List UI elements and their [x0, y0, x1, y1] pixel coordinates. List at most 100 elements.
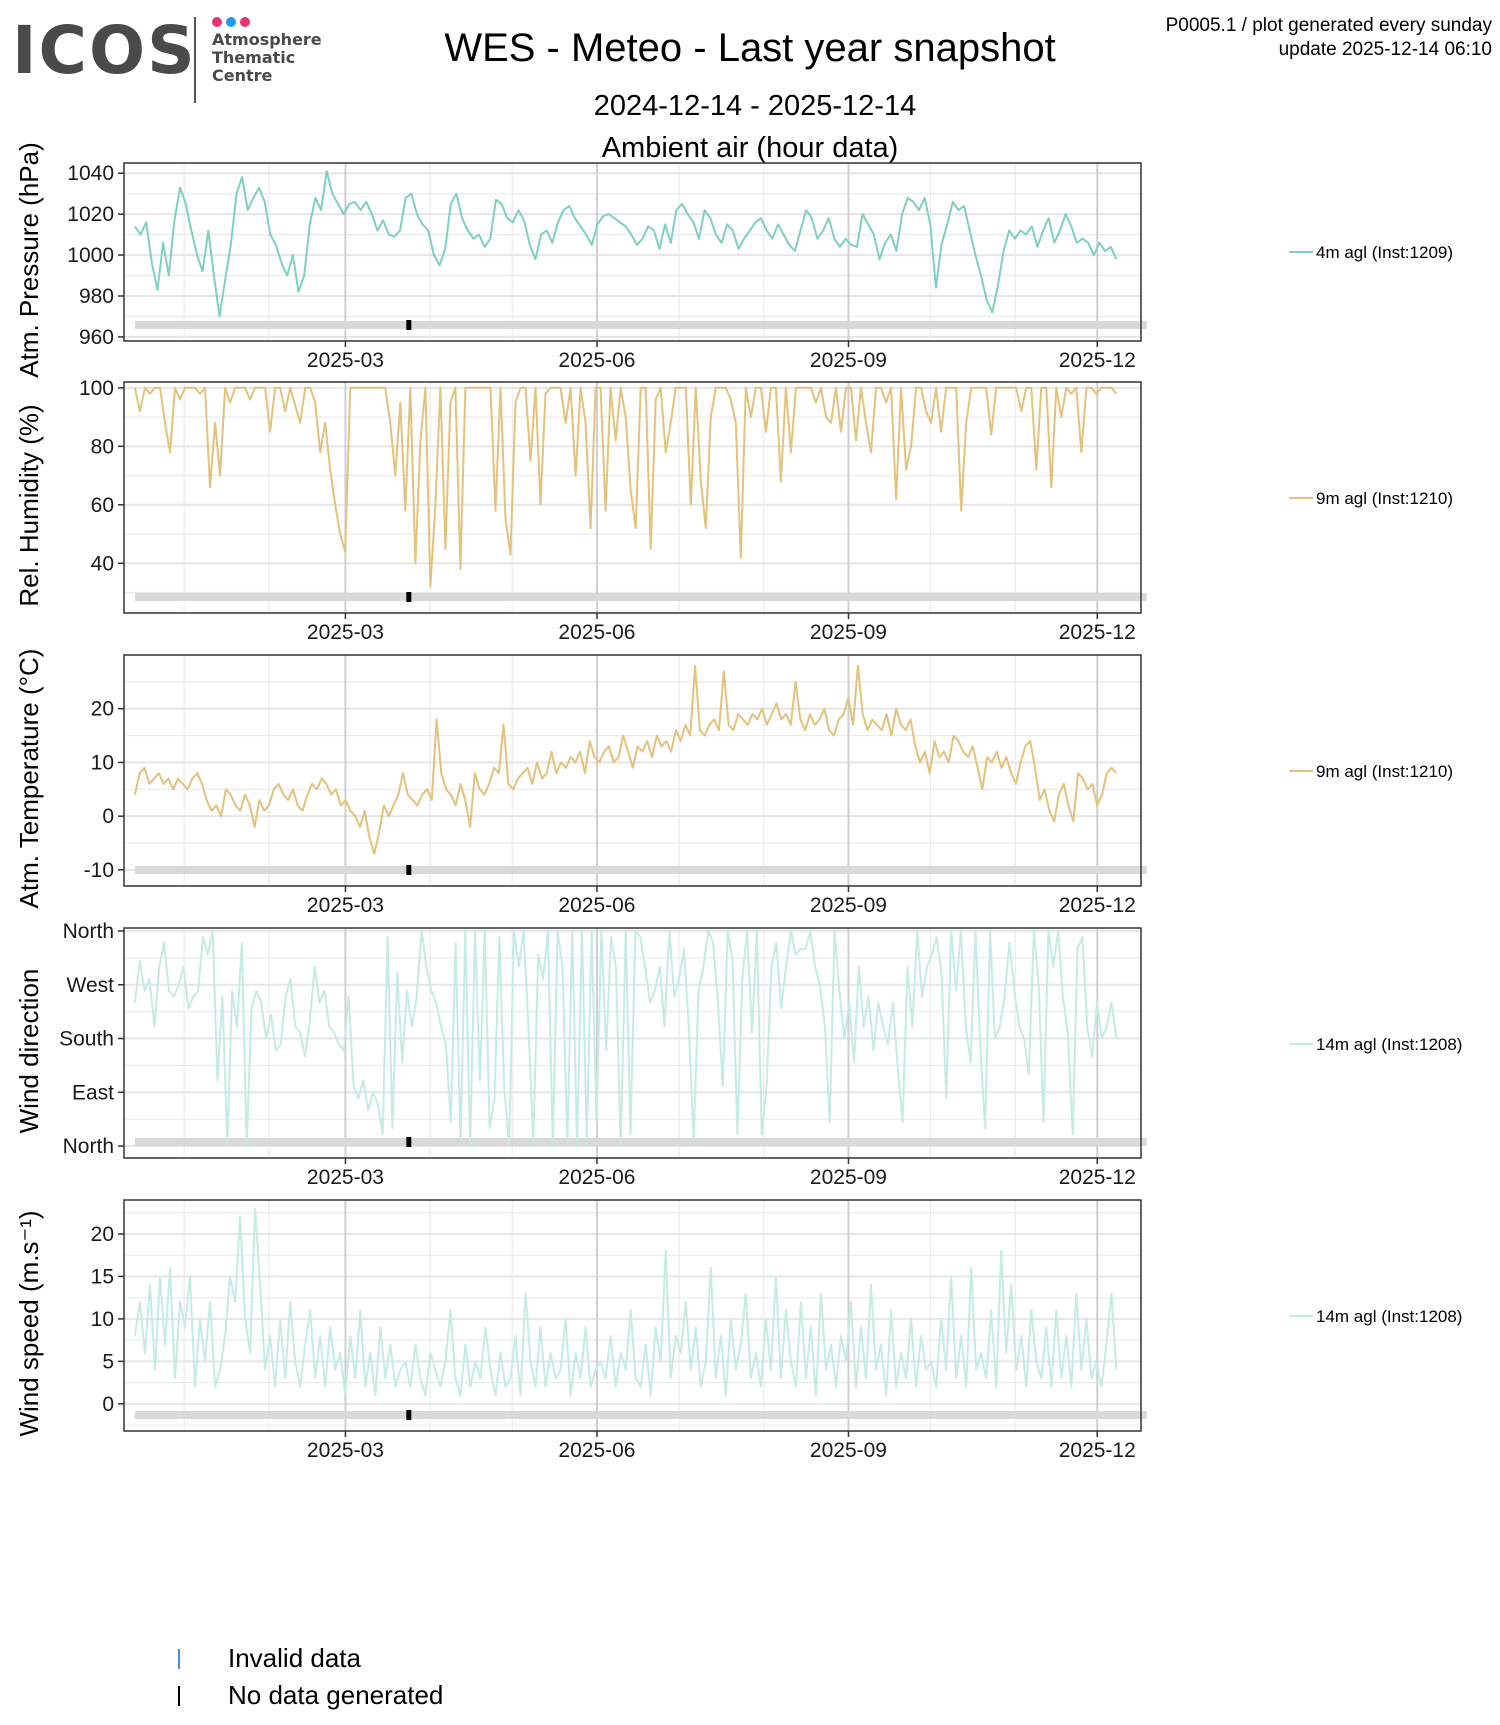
plot-background — [124, 655, 1141, 886]
y-axis-title: Wind speed (m.s⁻¹) — [14, 1210, 44, 1436]
data-status-bar — [134, 593, 1147, 601]
x-tick-label: 2025-03 — [307, 1166, 384, 1189]
chart-panel-temperature: -10 0 10 20 2025-03 2025-06 2025-09 2025-12 Atm.… — [14, 649, 1453, 917]
y-tick-label: 5 — [102, 1350, 114, 1373]
x-tick-label: 2025-09 — [810, 1439, 887, 1462]
x-tick-label: 2025-09 — [810, 1166, 887, 1189]
y-tick-label: 100 — [79, 377, 114, 400]
legend-label: 9m agl (Inst:1210) — [1316, 489, 1453, 508]
plot-border — [123, 162, 1142, 342]
x-tick-label: 2025-12 — [1059, 1166, 1136, 1189]
y-axis-title: Atm. Pressure (hPa) — [14, 142, 44, 378]
y-tick-label: 1040 — [67, 162, 114, 185]
logo-subtitle: Atmosphere Thematic Centre — [212, 31, 322, 85]
data-status-bar — [134, 321, 1147, 329]
x-tick-label: 2025-12 — [1059, 1439, 1136, 1462]
series-line — [134, 170, 1118, 318]
date-range: 2024-12-14 - 2025-12-14 — [593, 90, 917, 122]
logo-subtitle-line: Centre — [212, 66, 273, 85]
chart-panel-humidity: 40 60 80 100 2025-03 2025-06 2025-09 2025-12 Rel… — [14, 377, 1453, 644]
logo-subtitle-line: Thematic — [212, 48, 296, 67]
y-tick-label: 10 — [91, 751, 114, 774]
y-tick-label: 10 — [91, 1308, 114, 1331]
data-status-bar — [134, 1138, 1147, 1146]
y-tick-label: -10 — [84, 859, 114, 882]
legend-label: 4m agl (Inst:1209) — [1316, 243, 1453, 262]
data-status-bar — [134, 866, 1147, 874]
x-tick-label: 2025-06 — [558, 621, 635, 644]
y-tick-label: 0 — [102, 805, 114, 828]
y-tick-label: North — [63, 1135, 114, 1158]
series-line — [133, 1207, 1118, 1397]
y-tick-label: South — [59, 1028, 114, 1051]
page-title-text: WES - Meteo - Last year snapshot — [444, 26, 1056, 70]
plot-background — [124, 163, 1141, 341]
plot-border — [123, 927, 1142, 1159]
page-title: WES - Meteo - Last year snapshot — [0, 26, 1500, 71]
series-line — [133, 386, 1118, 588]
plot-subtitle: Ambient air (hour data) — [601, 132, 899, 164]
y-tick-label: 980 — [79, 285, 114, 308]
legend-label: 14m agl (Inst:1208) — [1316, 1307, 1462, 1326]
x-tick-label: 2025-09 — [810, 621, 887, 644]
footer-legend: Invalid data No data generated — [178, 1640, 443, 1714]
logo-dot — [212, 17, 222, 27]
no-data-mark-icon — [178, 1685, 180, 1706]
y-tick-label: North — [63, 920, 114, 943]
logo-dot — [226, 17, 236, 27]
plot-background — [124, 1200, 1141, 1431]
y-tick-label: 60 — [91, 494, 114, 517]
footer-legend-label: No data generated — [228, 1680, 444, 1710]
y-tick-label: 15 — [91, 1265, 114, 1288]
no-data-mark — [406, 592, 412, 602]
footer-legend-item-invalid: Invalid data — [178, 1640, 443, 1677]
y-tick-label: 1020 — [67, 203, 114, 226]
no-data-mark — [406, 865, 412, 875]
chart-panel-pressure: 960 980 1000 1020 1040 2025-03 2025-06 2025-09 2… — [14, 142, 1453, 378]
icos-logo: ICOS — [12, 12, 197, 89]
x-tick-label: 2025-06 — [558, 1439, 635, 1462]
y-tick-label: 960 — [79, 326, 114, 349]
x-tick-label: 2025-09 — [810, 349, 887, 372]
y-tick-label: 1000 — [67, 244, 114, 267]
y-tick-label: 80 — [91, 435, 114, 458]
x-tick-label: 2025-09 — [810, 894, 887, 917]
no-data-mark — [406, 1137, 412, 1147]
y-axis-title: Atm. Temperature (°C) — [14, 649, 44, 909]
footer-legend-item-nodata: No data generated — [178, 1677, 443, 1714]
y-tick-label: 20 — [91, 1223, 114, 1246]
x-tick-label: 2025-06 — [558, 1166, 635, 1189]
y-axis-title: Rel. Humidity (%) — [14, 404, 44, 606]
y-tick-label: 40 — [91, 552, 114, 575]
plot-meta-update: update 2025-12-14 06:10 — [1278, 39, 1492, 60]
no-data-mark — [406, 320, 412, 330]
y-tick-label: West — [67, 974, 115, 997]
plot-meta-line: P0005.1 / plot generated every sunday — [1165, 15, 1492, 36]
y-tick-label: 0 — [102, 1393, 114, 1416]
logo-dot — [240, 17, 250, 27]
x-tick-label: 2025-12 — [1059, 894, 1136, 917]
plot-meta: P0005.1 / plot generated every sunday up… — [1166, 14, 1492, 62]
logo-divider — [194, 17, 196, 103]
x-tick-label: 2025-12 — [1059, 349, 1136, 372]
logo-subtitle-line: Atmosphere — [212, 30, 322, 49]
x-tick-label: 2025-12 — [1059, 621, 1136, 644]
x-tick-label: 2025-03 — [307, 1439, 384, 1462]
plot-border — [123, 381, 1142, 614]
chart-panel-wind_direction: North East South West North 2025-03 2025-06 202… — [14, 920, 1462, 1189]
x-tick-label: 2025-06 — [558, 349, 635, 372]
data-status-bar — [134, 1411, 1147, 1419]
chart-panel-wind_speed: 0 5 10 15 20 2025-03 2025-06 2025-09 2025-12 Wind… — [14, 1199, 1462, 1462]
x-tick-label: 2025-03 — [307, 349, 384, 372]
plot-border — [123, 1199, 1142, 1432]
series-line — [133, 664, 1118, 855]
x-tick-label: 2025-03 — [307, 894, 384, 917]
y-tick-label: East — [72, 1081, 114, 1104]
x-tick-label: 2025-06 — [558, 894, 635, 917]
invalid-data-mark-icon — [178, 1648, 180, 1669]
y-axis-title: Wind direction — [14, 969, 44, 1134]
y-tick-label: 20 — [91, 698, 114, 721]
footer-legend-label: Invalid data — [228, 1643, 361, 1673]
series-line — [133, 930, 1118, 1148]
